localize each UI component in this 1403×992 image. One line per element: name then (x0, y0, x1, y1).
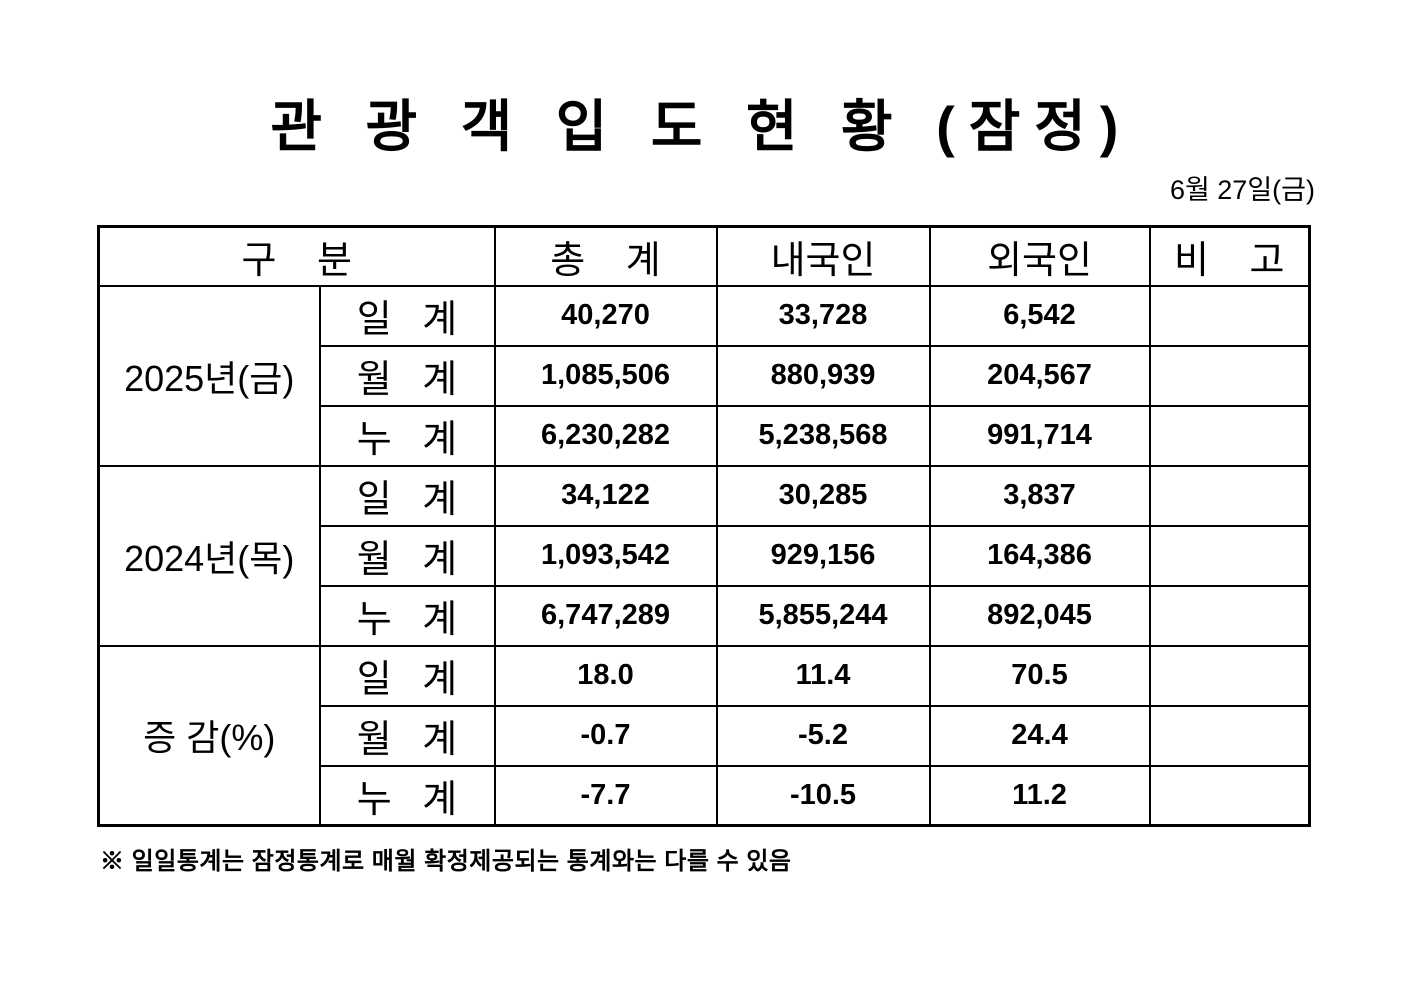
table-header-row: 구 분 총 계 내국인 외국인 비 고 (97, 225, 1311, 287)
row-label-daily: 일 계 (318, 284, 496, 347)
header-note: 비 고 (1148, 225, 1311, 287)
table-row: 2025년(금) 일 계 40,270 33,728 6,542 (97, 284, 1311, 467)
cell-note (1148, 464, 1311, 527)
row-label-monthly: 월 계 (318, 524, 496, 587)
cell-foreign: 204,567 (928, 344, 1151, 407)
header-total: 총 계 (493, 225, 718, 287)
row-label-monthly: 월 계 (318, 344, 496, 407)
cell-domestic: 929,156 (715, 524, 931, 587)
cell-note (1148, 584, 1311, 647)
cell-domestic: 33,728 (715, 284, 931, 347)
cell-domestic: 11.4 (715, 644, 931, 707)
cell-foreign: 70.5 (928, 644, 1151, 707)
row-label-cumulative: 누 계 (318, 764, 496, 827)
cell-foreign: 11.2 (928, 764, 1151, 827)
cell-note (1148, 404, 1311, 467)
table-row: 증 감(%) 일 계 18.0 11.4 70.5 (97, 644, 1311, 827)
cell-foreign: 3,837 (928, 464, 1151, 527)
row-label-monthly: 월 계 (318, 704, 496, 767)
table-row: 월 계 -0.7 -5.2 24.4 (99, 704, 1311, 767)
header-category: 구 분 (97, 225, 496, 287)
table-row: 누 계 -7.7 -10.5 11.2 (99, 764, 1311, 827)
cell-note (1148, 284, 1311, 347)
cell-domestic: 5,855,244 (715, 584, 931, 647)
cell-foreign: 991,714 (928, 404, 1151, 467)
cell-total: 40,270 (493, 284, 718, 347)
group-label-2025: 2025년(금) (97, 284, 321, 467)
cell-foreign: 24.4 (928, 704, 1151, 767)
cell-note (1148, 704, 1311, 767)
cell-note (1148, 764, 1311, 827)
cell-note (1148, 644, 1311, 707)
cell-domestic: 5,238,568 (715, 404, 931, 467)
cell-note (1148, 344, 1311, 407)
cell-total: 1,093,542 (493, 524, 718, 587)
group-label-change: 증 감(%) (97, 644, 321, 827)
header-domestic: 내국인 (715, 225, 931, 287)
table-row: 월 계 1,093,542 929,156 164,386 (99, 524, 1311, 587)
document-title: 관 광 객 입 도 현 황 (잠정) (270, 95, 1133, 158)
header-foreign: 외국인 (928, 225, 1151, 287)
table-row: 월 계 1,085,506 880,939 204,567 (99, 344, 1311, 407)
cell-foreign: 892,045 (928, 584, 1151, 647)
cell-note (1148, 524, 1311, 587)
report-date: 6월 27일(금) (1169, 175, 1315, 205)
cell-total: -7.7 (493, 764, 718, 827)
footnote: ※ 일일통계는 잠정통계로 매월 확정제공되는 통계와는 다를 수 있음 (100, 848, 792, 875)
cell-total: -0.7 (493, 704, 718, 767)
cell-total: 6,230,282 (493, 404, 718, 467)
table-row: 누 계 6,230,282 5,238,568 991,714 (99, 404, 1311, 467)
cell-total: 18.0 (493, 644, 718, 707)
row-label-cumulative: 누 계 (318, 404, 496, 467)
cell-domestic: -10.5 (715, 764, 931, 827)
cell-foreign: 164,386 (928, 524, 1151, 587)
cell-foreign: 6,542 (928, 284, 1151, 347)
table-row: 누 계 6,747,289 5,855,244 892,045 (99, 584, 1311, 647)
cell-domestic: -5.2 (715, 704, 931, 767)
cell-domestic: 880,939 (715, 344, 931, 407)
statistics-table: 구 분 총 계 내국인 외국인 비 고 2025년(금) 일 계 40,270 … (97, 225, 1312, 827)
cell-total: 1,085,506 (493, 344, 718, 407)
row-label-cumulative: 누 계 (318, 584, 496, 647)
row-label-daily: 일 계 (318, 464, 496, 527)
group-label-2024: 2024년(목) (97, 464, 321, 647)
cell-total: 34,122 (493, 464, 718, 527)
cell-total: 6,747,289 (493, 584, 718, 647)
cell-domestic: 30,285 (715, 464, 931, 527)
table-row: 2024년(목) 일 계 34,122 30,285 3,837 (97, 464, 1311, 647)
row-label-daily: 일 계 (318, 644, 496, 707)
